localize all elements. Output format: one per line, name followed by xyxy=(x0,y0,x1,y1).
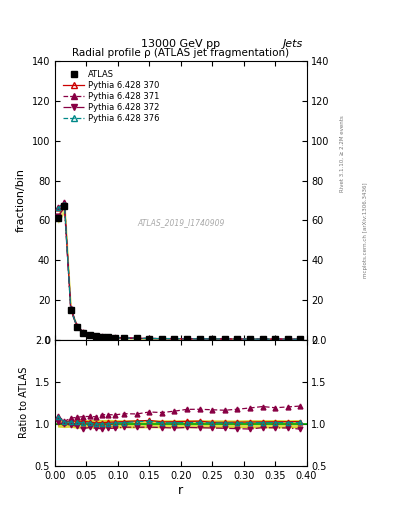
Y-axis label: Ratio to ATLAS: Ratio to ATLAS xyxy=(19,367,29,438)
Legend: ATLAS, Pythia 6.428 370, Pythia 6.428 371, Pythia 6.428 372, Pythia 6.428 376: ATLAS, Pythia 6.428 370, Pythia 6.428 37… xyxy=(62,69,161,125)
Text: Rivet 3.1.10, ≥ 2.2M events: Rivet 3.1.10, ≥ 2.2M events xyxy=(340,115,344,192)
Y-axis label: fraction/bin: fraction/bin xyxy=(16,168,26,232)
Text: 13000 GeV pp: 13000 GeV pp xyxy=(141,38,220,49)
Title: Radial profile ρ (ATLAS jet fragmentation): Radial profile ρ (ATLAS jet fragmentatio… xyxy=(72,48,289,58)
Text: Jets: Jets xyxy=(282,38,303,49)
Text: mcplots.cern.ch [arXiv:1306.3436]: mcplots.cern.ch [arXiv:1306.3436] xyxy=(363,183,368,278)
Text: ATLAS_2019_I1740909: ATLAS_2019_I1740909 xyxy=(137,218,224,227)
X-axis label: r: r xyxy=(178,483,184,497)
